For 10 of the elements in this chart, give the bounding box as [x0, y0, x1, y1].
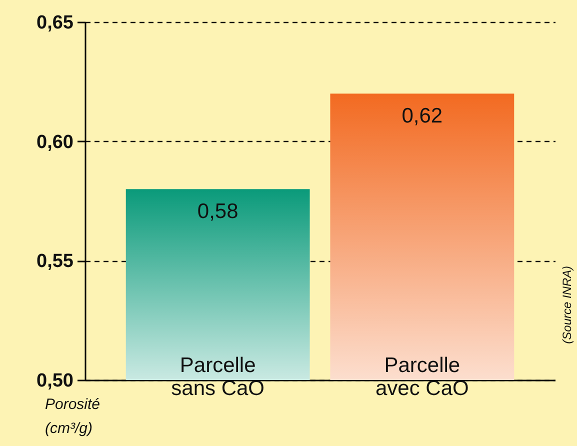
y-tick-label: 0,60: [36, 132, 74, 153]
text: (Source INRA): [560, 266, 574, 344]
x-tick-label: Parcelle sans CaO: [171, 354, 265, 400]
x-tick-label: Parcelle avec CaO: [375, 354, 469, 400]
y-tick-label: 0,65: [36, 12, 74, 34]
y-axis-title: Porosité (cm³/g): [45, 396, 100, 437]
y-tick-label: 0,55: [36, 251, 74, 272]
y-tick-label: 0,50: [36, 370, 74, 392]
data-label: 0,58: [197, 200, 238, 224]
data-label: 0,62: [402, 104, 443, 128]
